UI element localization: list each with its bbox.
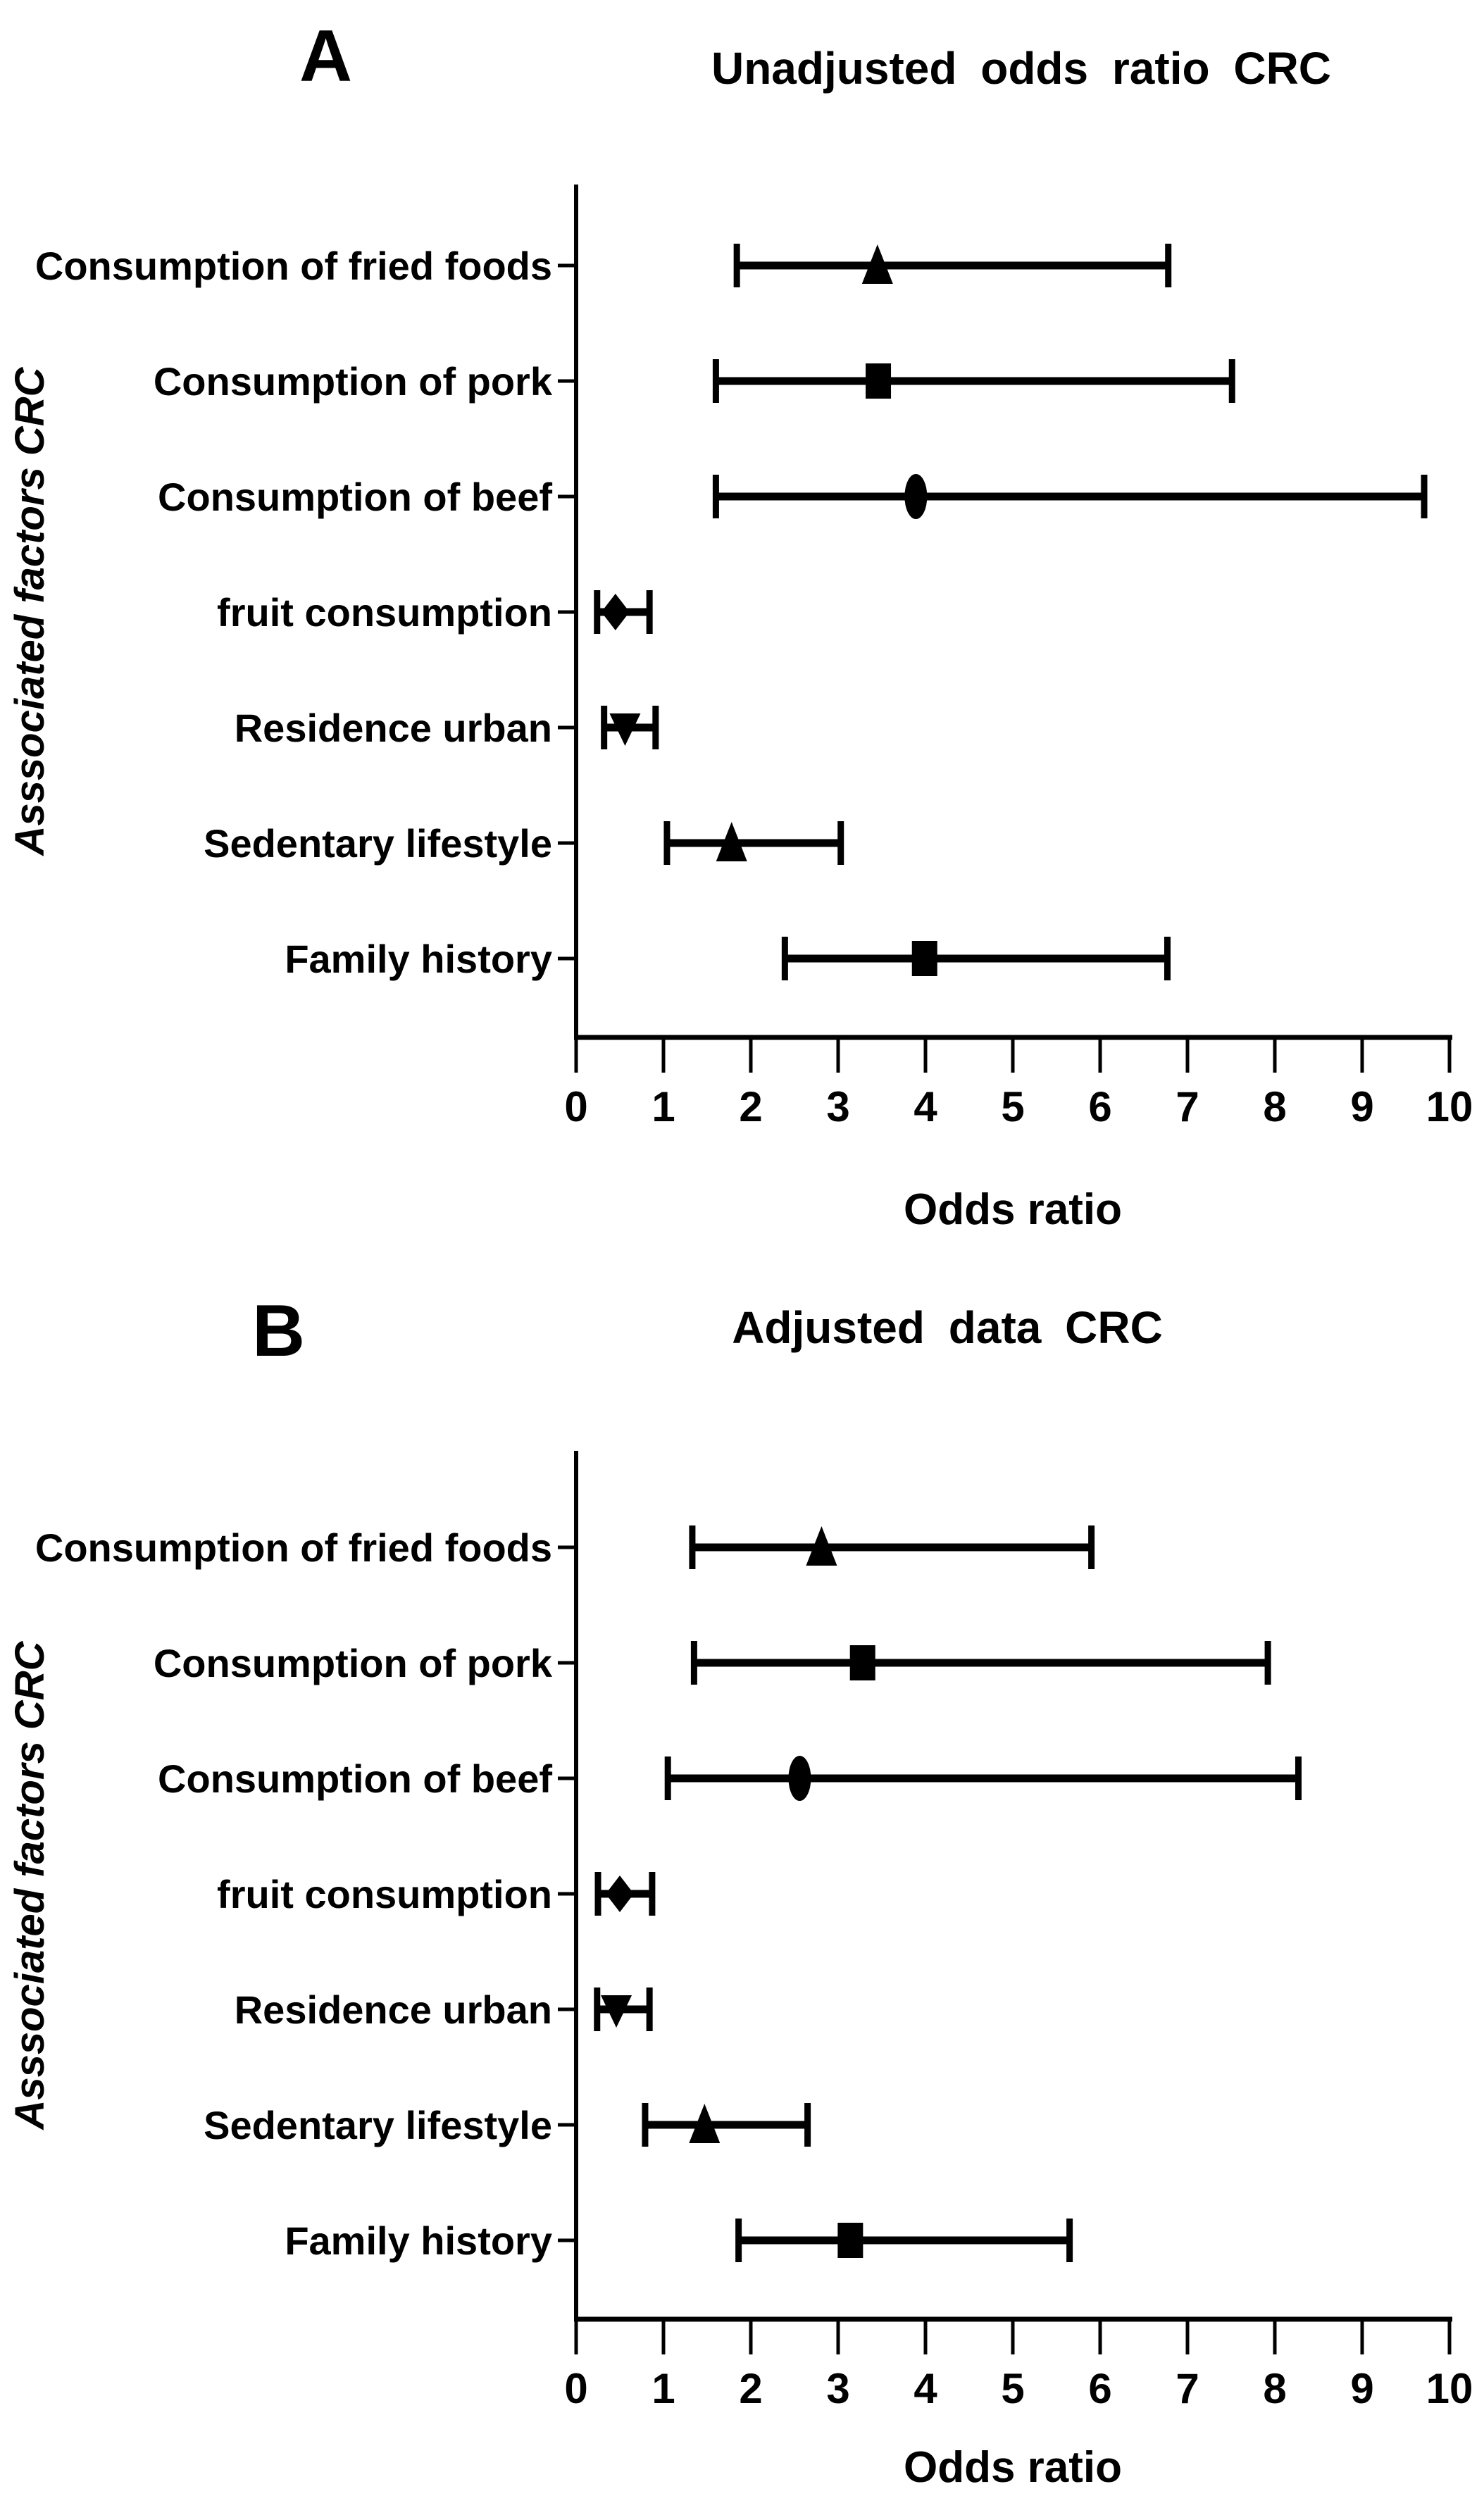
panel-a-plot: 0 1 2 3 4 5 6 7 8 9 10 Odds ratio Asssociated factor… (7, 185, 1473, 1234)
x-tick-label: 8 (1263, 2365, 1286, 2412)
or-point-triangle-up-icon (806, 1526, 837, 1566)
category-label: Residence urban (235, 706, 552, 750)
x-tick-label: 8 (1263, 1083, 1286, 1130)
or-point-square-icon (837, 2223, 863, 2258)
or-point-square-icon (866, 363, 892, 399)
or-point-triangle-down-icon (601, 1995, 632, 2028)
category-label: Family history (285, 2219, 552, 2263)
x-tick-label: 4 (914, 2365, 937, 2412)
or-point-diamond-icon (601, 594, 630, 630)
x-tick-label: 0 (564, 2365, 587, 2412)
x-tick-label: 4 (914, 1083, 937, 1130)
panel-b-title: Adjusted data CRC (732, 1302, 1163, 1353)
or-point-square-icon (849, 1645, 875, 1680)
x-tick-label: 5 (1001, 1083, 1024, 1130)
category-label: Sedentary lifestyle (204, 2103, 552, 2147)
x-tick-label: 9 (1350, 1083, 1373, 1130)
x-tick-label: 3 (826, 2365, 849, 2412)
panel-a-letter: A (299, 15, 353, 97)
y-axis-label: Asssociated factors CRC (7, 366, 53, 856)
category-label: Residence urban (235, 1988, 552, 2032)
category-label: fruit consumption (217, 1872, 552, 1916)
or-point-square-icon (911, 941, 937, 976)
or-point-circle-icon (904, 474, 928, 519)
or-point-diamond-icon (606, 1876, 634, 1912)
category-label: Consumption of pork (154, 1641, 553, 1685)
category-label: Consumption of fried foods (35, 1525, 552, 1570)
or-point-triangle-down-icon (609, 713, 641, 746)
category-label: Consumption of beef (158, 1756, 552, 1801)
x-tick-label: 0 (564, 1083, 587, 1130)
panel-b-letter: B (252, 1290, 306, 1372)
category-label: Consumption of fried foods (35, 244, 552, 288)
or-point-triangle-up-icon (861, 244, 893, 284)
x-tick-label: 10 (1426, 1083, 1473, 1130)
x-tick-label: 9 (1350, 2365, 1373, 2412)
category-label: Consumption of pork (154, 359, 553, 404)
x-tick-label: 2 (739, 1083, 762, 1130)
or-point-triangle-up-icon (689, 2104, 721, 2143)
x-tick-label: 7 (1176, 2365, 1199, 2412)
x-tick-label: 10 (1426, 2365, 1473, 2412)
x-tick-label: 1 (651, 2365, 675, 2412)
or-point-triangle-up-icon (716, 822, 747, 861)
category-label: Family history (285, 937, 552, 981)
x-tick-label: 5 (1001, 2365, 1024, 2412)
panel-a-title: Unadjusted odds ratio CRC (711, 43, 1332, 94)
category-label: fruit consumption (217, 590, 552, 635)
x-tick-label: 1 (651, 1083, 675, 1130)
category-label: Consumption of beef (158, 475, 552, 519)
or-point-circle-icon (788, 1756, 811, 1801)
x-axis-label: Odds ratio (904, 2443, 1122, 2492)
x-tick-label: 3 (826, 1083, 849, 1130)
y-axis-label: Asssociated factors CRC (7, 1640, 53, 2130)
x-axis-label: Odds ratio (904, 1185, 1122, 1234)
x-tick-label: 6 (1088, 1083, 1111, 1130)
panel-b-plot: 0 1 2 3 4 5 6 7 8 9 10 Odds ratio Asssociated factor… (7, 1451, 1473, 2492)
x-tick-label: 7 (1176, 1083, 1199, 1130)
category-label: Sedentary lifestyle (204, 821, 552, 866)
x-tick-label: 2 (739, 2365, 762, 2412)
x-tick-label: 6 (1088, 2365, 1111, 2412)
